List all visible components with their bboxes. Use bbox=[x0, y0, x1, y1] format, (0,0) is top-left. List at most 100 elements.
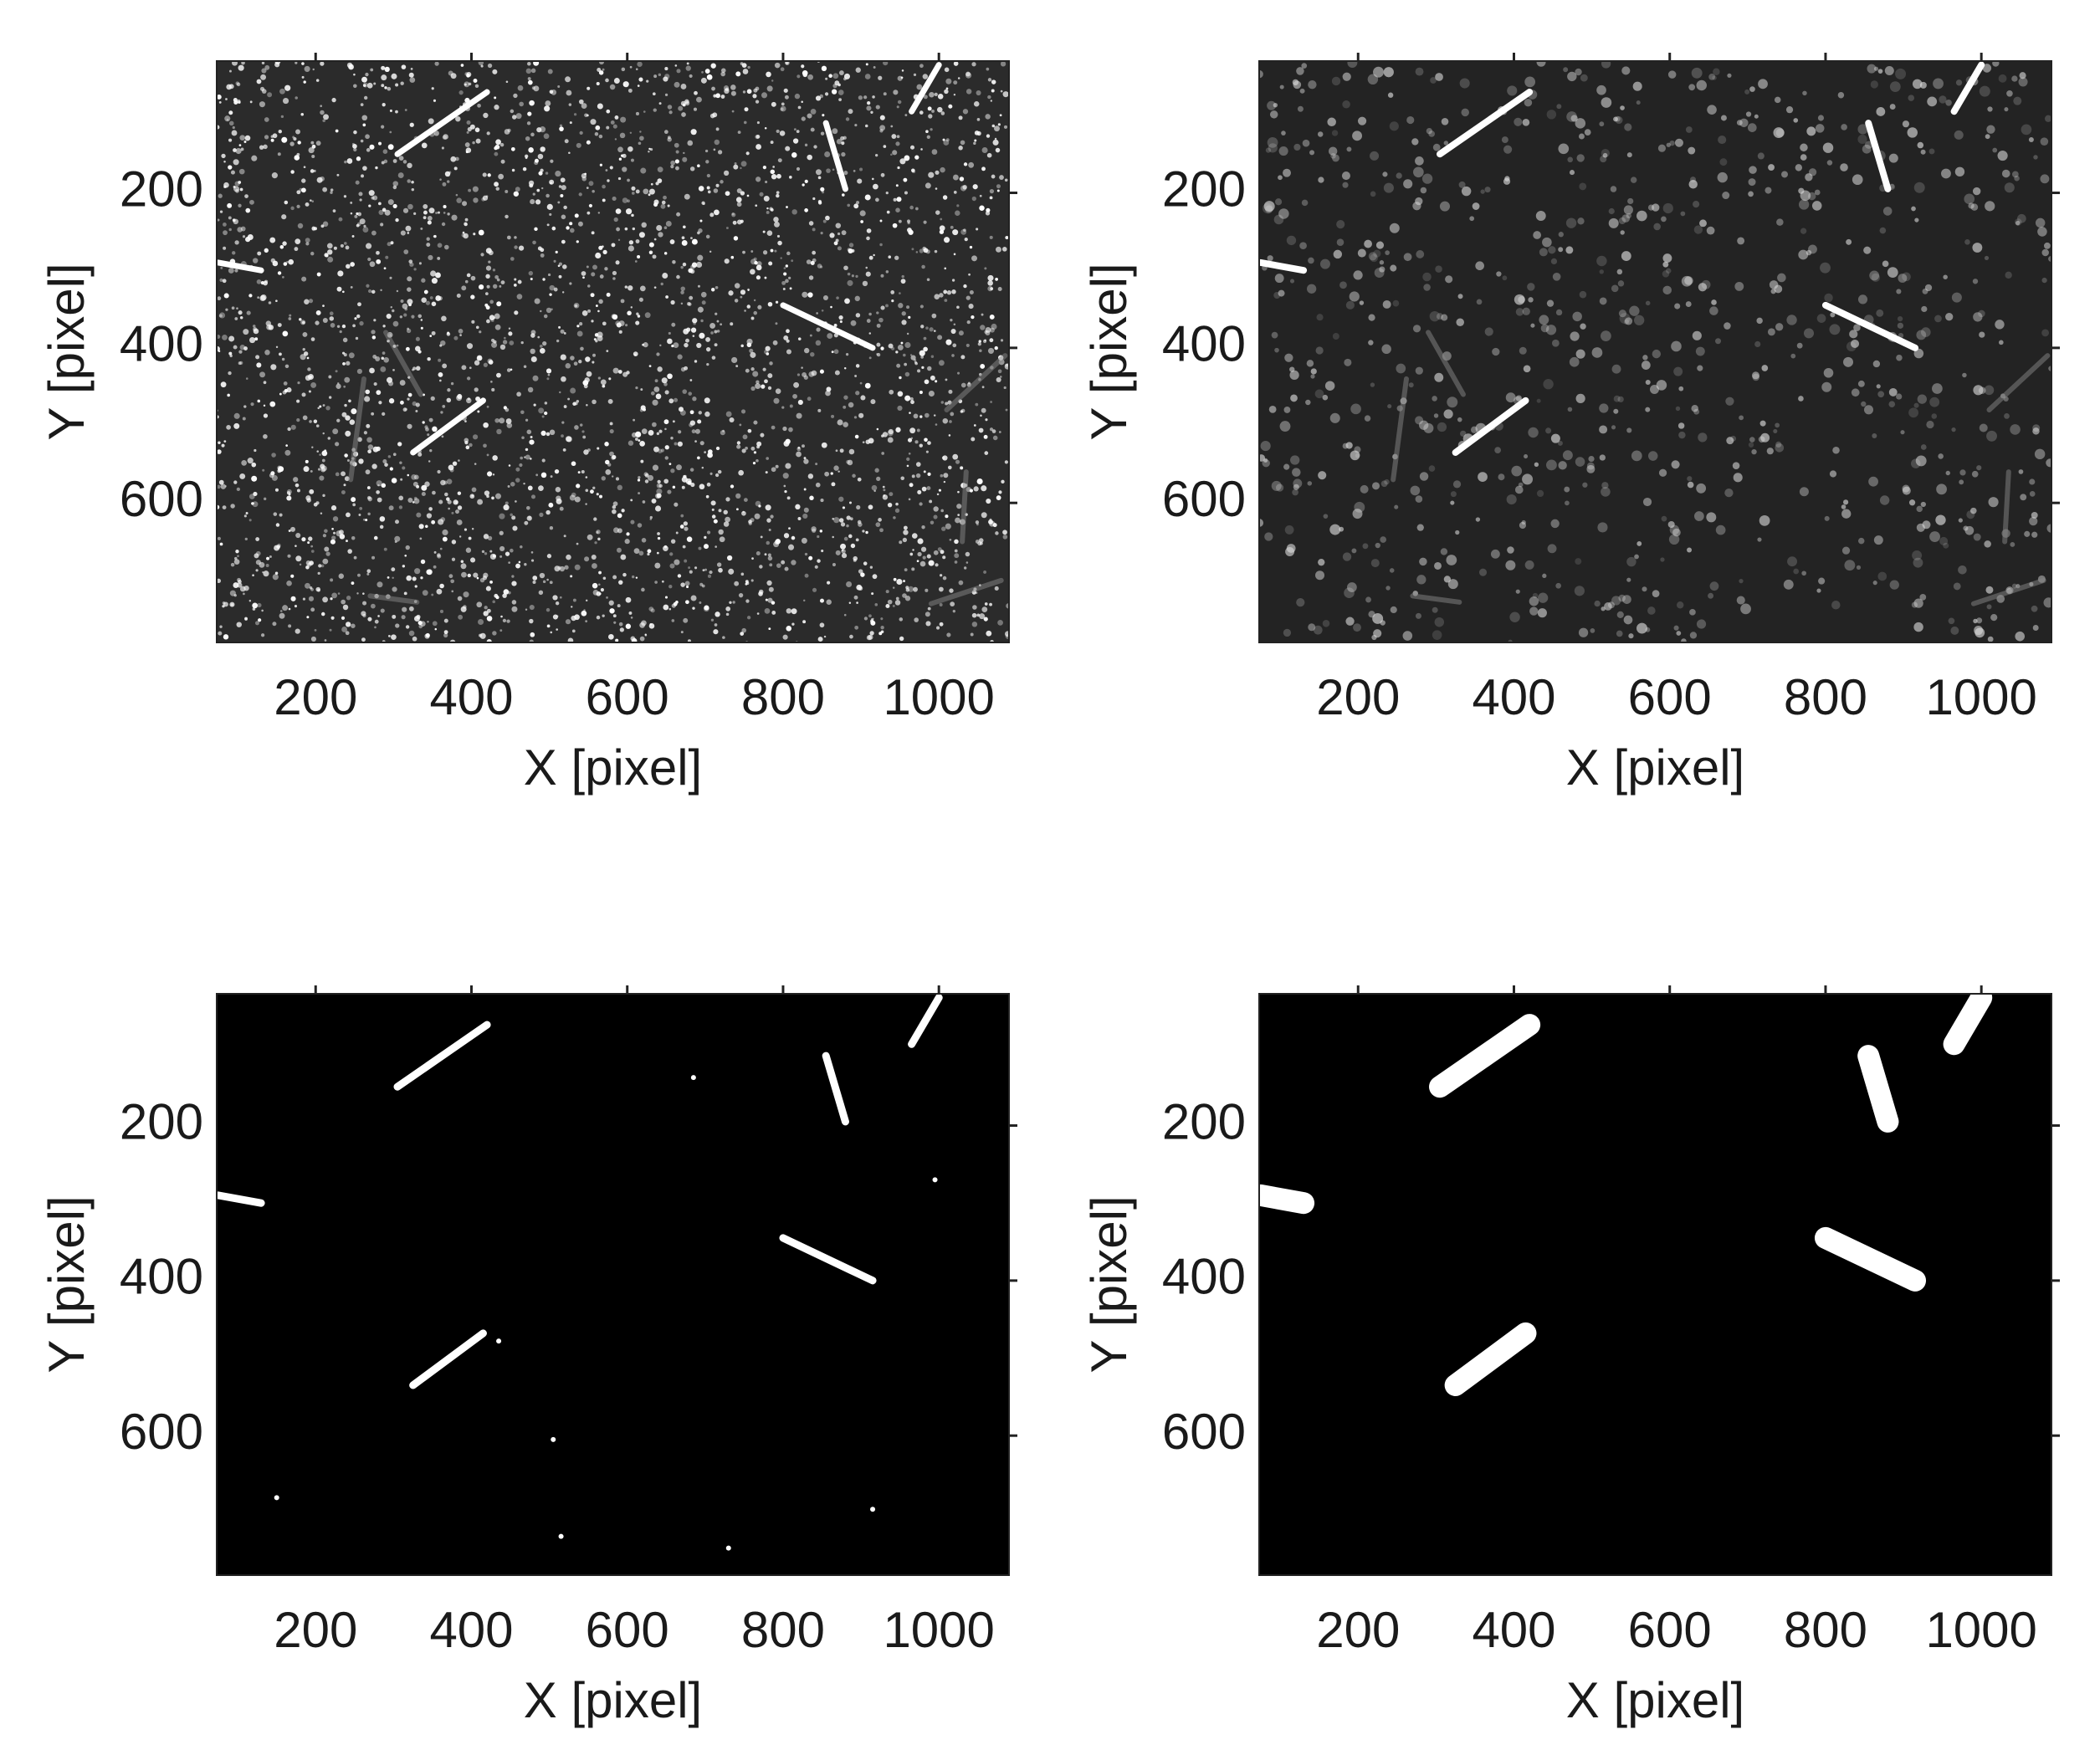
particle bbox=[344, 453, 348, 458]
particle bbox=[438, 499, 443, 504]
particle bbox=[370, 68, 374, 72]
particle bbox=[758, 591, 763, 596]
particle bbox=[387, 576, 390, 579]
particle bbox=[676, 69, 681, 74]
particle bbox=[554, 468, 560, 474]
particle bbox=[290, 526, 295, 532]
particle bbox=[878, 317, 884, 323]
particle bbox=[709, 322, 716, 329]
particle bbox=[238, 168, 245, 175]
particle bbox=[249, 336, 256, 344]
particle bbox=[1984, 385, 1995, 396]
particle bbox=[1973, 533, 1981, 541]
particle bbox=[724, 258, 730, 264]
particle bbox=[579, 423, 583, 427]
particle bbox=[866, 105, 872, 111]
particle bbox=[1862, 144, 1872, 154]
particle bbox=[264, 135, 269, 140]
particle bbox=[786, 496, 791, 500]
particle bbox=[1808, 244, 1817, 254]
particle bbox=[1416, 575, 1426, 585]
particle bbox=[775, 300, 779, 304]
particle bbox=[382, 103, 386, 107]
particle bbox=[738, 469, 744, 476]
particle bbox=[1281, 130, 1286, 136]
particle bbox=[1693, 225, 1703, 234]
particle bbox=[1759, 514, 1770, 526]
particle bbox=[407, 232, 410, 234]
particle bbox=[843, 395, 848, 400]
particle bbox=[1856, 565, 1862, 570]
particle bbox=[980, 325, 986, 330]
particle bbox=[881, 452, 885, 455]
particle bbox=[879, 129, 884, 133]
particle bbox=[843, 422, 848, 427]
particle bbox=[838, 315, 843, 320]
particle bbox=[710, 331, 714, 335]
particle bbox=[513, 191, 520, 197]
particle bbox=[492, 600, 496, 604]
particle bbox=[956, 305, 960, 310]
x-tick-label: 200 bbox=[274, 1602, 357, 1658]
speck bbox=[274, 1495, 279, 1501]
particle bbox=[1263, 202, 1273, 214]
particle bbox=[365, 469, 371, 475]
particle bbox=[880, 626, 884, 630]
particle bbox=[237, 227, 243, 233]
particle bbox=[1322, 619, 1330, 627]
particle bbox=[963, 284, 967, 289]
particle bbox=[801, 100, 803, 103]
particle bbox=[852, 473, 856, 478]
particle bbox=[492, 284, 498, 289]
particle bbox=[290, 574, 295, 578]
particle bbox=[366, 423, 371, 428]
particle bbox=[934, 330, 936, 332]
particle bbox=[227, 393, 230, 397]
particle bbox=[545, 432, 551, 437]
particle bbox=[766, 211, 770, 214]
particle bbox=[1514, 294, 1525, 305]
particle bbox=[653, 92, 656, 96]
particle bbox=[692, 397, 697, 402]
particle bbox=[1540, 324, 1549, 333]
particle bbox=[2037, 227, 2047, 237]
particle bbox=[384, 66, 390, 73]
particle bbox=[622, 166, 627, 172]
particle bbox=[804, 143, 808, 147]
particle bbox=[1275, 484, 1284, 492]
particle bbox=[740, 344, 744, 348]
particle bbox=[785, 61, 789, 65]
particle bbox=[301, 62, 305, 65]
particle bbox=[906, 457, 910, 462]
particle bbox=[825, 390, 831, 397]
particle bbox=[295, 483, 300, 488]
particle bbox=[596, 615, 601, 620]
particle bbox=[376, 258, 382, 264]
particle bbox=[1920, 501, 1926, 508]
particle bbox=[767, 555, 773, 561]
faint-streak bbox=[367, 593, 420, 605]
particle bbox=[1908, 499, 1916, 506]
particle bbox=[251, 462, 257, 468]
particle bbox=[755, 100, 760, 104]
particle bbox=[428, 254, 433, 261]
particle bbox=[838, 98, 842, 102]
streak bbox=[908, 994, 943, 1048]
particle bbox=[1374, 268, 1385, 278]
particle bbox=[828, 74, 832, 78]
particle bbox=[821, 65, 827, 72]
particle bbox=[321, 458, 325, 463]
particle bbox=[1870, 80, 1878, 89]
particle bbox=[991, 429, 996, 433]
particle bbox=[279, 513, 283, 517]
particle bbox=[597, 537, 601, 541]
particle bbox=[591, 231, 595, 235]
particle bbox=[1599, 121, 1605, 127]
particle bbox=[285, 444, 288, 447]
particle bbox=[458, 329, 464, 334]
particle bbox=[1278, 175, 1283, 181]
particle bbox=[1529, 606, 1539, 616]
y-tick-label: 400 bbox=[120, 316, 203, 372]
particle bbox=[650, 182, 653, 186]
particle bbox=[807, 154, 812, 161]
